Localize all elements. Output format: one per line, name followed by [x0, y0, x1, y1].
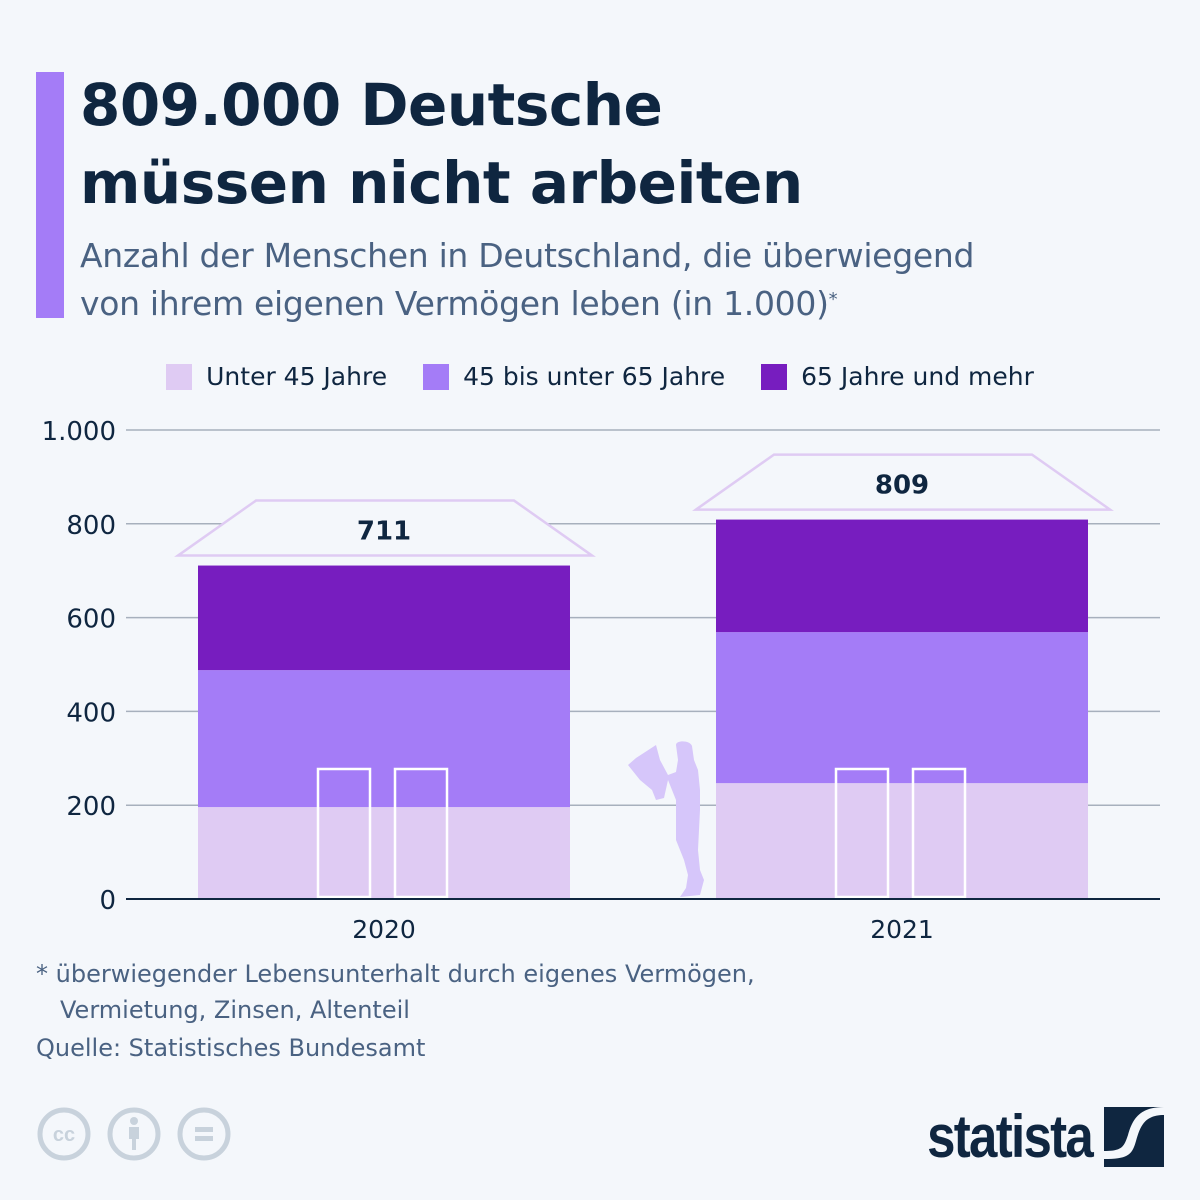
legend-item-45-to-65: 45 bis unter 65 Jahre [423, 362, 725, 391]
no-derivatives-icon[interactable] [176, 1106, 232, 1162]
legend-swatch-45-to-65 [423, 363, 450, 390]
person-reading-newspaper-icon [628, 741, 704, 897]
total-data-label: 711 [357, 517, 411, 547]
roof-decoration [692, 453, 1114, 511]
y-tick-label: 800 [66, 511, 116, 541]
bar-group-2021 [692, 453, 1114, 899]
x-tick-label: 2021 [870, 915, 934, 944]
bar-group-2020 [174, 499, 596, 899]
footnote-line-2: Vermietung, Zinsen, Altenteil [60, 996, 410, 1024]
legend-label-under-45: Unter 45 Jahre [206, 362, 388, 391]
bar-segment [198, 565, 570, 671]
bar-segment [716, 519, 1088, 633]
bar-segment [716, 783, 1088, 899]
bar-segment [716, 632, 1088, 784]
title-accent-bar [36, 72, 64, 318]
statista-logo[interactable]: statista [898, 1102, 1164, 1171]
footnote-line-1: * überwiegender Lebensunterhalt durch ei… [36, 960, 755, 988]
source-text: Quelle: Statistisches Bundesamt [36, 1034, 426, 1062]
bar-segment [198, 807, 570, 899]
window-decoration [316, 767, 372, 899]
legend-item-65-plus: 65 Jahre und mehr [761, 362, 1034, 391]
y-axis-ticks: 0 200 400 600 800 1.000 [42, 417, 116, 916]
svg-text:cc: cc [53, 1124, 75, 1146]
title-line-1: 809.000 Deutsche [80, 71, 663, 139]
window-decoration [834, 767, 890, 899]
subtitle-footnote-marker: * [828, 289, 838, 310]
title-line-2: müssen nicht arbeiten [80, 149, 803, 217]
subtitle-line-2: von ihrem eigenen Vermögen leben (in 1.0… [80, 284, 829, 323]
attribution-icon[interactable] [106, 1106, 162, 1162]
license-icons: cc [36, 1106, 232, 1162]
legend-label-45-to-65: 45 bis unter 65 Jahre [463, 362, 726, 391]
x-tick-label: 2020 [352, 915, 416, 944]
window-decoration [393, 767, 449, 899]
chart-legend: Unter 45 Jahre 45 bis unter 65 Jahre 65 … [0, 362, 1200, 391]
page-title: 809.000 Deutsche müssen nicht arbeiten [80, 66, 1160, 222]
legend-label-65-plus: 65 Jahre und mehr [801, 362, 1034, 391]
statista-wordmark: statista [927, 1103, 1094, 1170]
y-tick-label: 200 [66, 792, 116, 822]
legend-swatch-under-45 [166, 363, 193, 390]
window-decoration [911, 767, 967, 899]
roof-decoration [174, 499, 596, 557]
footnote: * überwiegender Lebensunterhalt durch ei… [36, 956, 755, 1028]
statista-logo-icon [1104, 1106, 1164, 1167]
subtitle: Anzahl der Menschen in Deutschland, die … [80, 232, 1170, 328]
y-tick-label: 1.000 [42, 417, 116, 447]
cc-icon[interactable]: cc [36, 1106, 92, 1162]
y-tick-label: 0 [99, 886, 116, 916]
subtitle-line-1: Anzahl der Menschen in Deutschland, die … [80, 236, 975, 275]
y-tick-label: 600 [66, 605, 116, 635]
stacked-bar-chart: 0 200 400 600 800 1.000 711 2020 809 2021 [42, 417, 1160, 944]
legend-item-under-45: Unter 45 Jahre [166, 362, 387, 391]
legend-swatch-65-plus [761, 363, 788, 390]
bar-segment [198, 670, 570, 808]
y-tick-label: 400 [66, 698, 116, 728]
total-data-label: 809 [875, 471, 929, 501]
